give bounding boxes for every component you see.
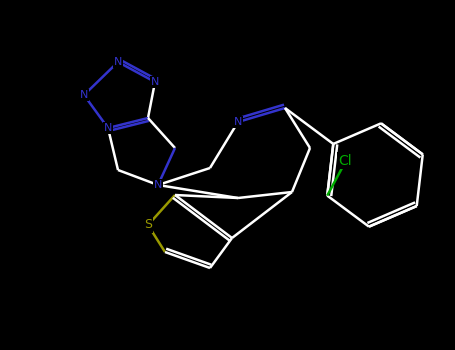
Text: N: N xyxy=(151,77,159,87)
Text: S: S xyxy=(144,218,152,231)
Text: N: N xyxy=(234,117,242,127)
Text: N: N xyxy=(104,123,112,133)
Text: Cl: Cl xyxy=(339,154,352,168)
Text: N: N xyxy=(114,57,122,67)
Text: N: N xyxy=(154,180,162,190)
Text: N: N xyxy=(80,90,88,100)
